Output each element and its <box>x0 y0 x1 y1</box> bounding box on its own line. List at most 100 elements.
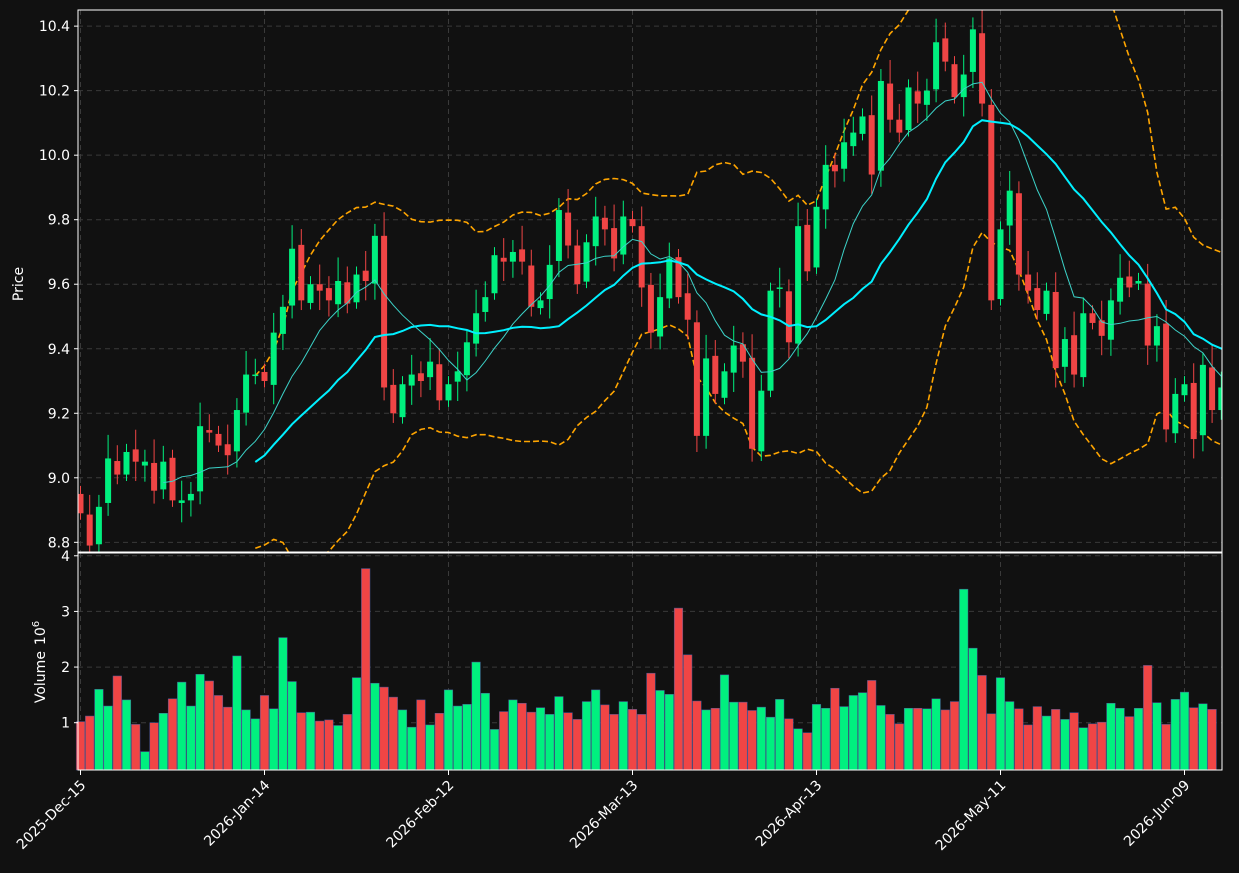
volume-bar <box>738 701 748 771</box>
candle-body <box>105 458 112 503</box>
volume-bar <box>1041 715 1052 771</box>
volume-bar <box>1133 707 1144 771</box>
volume-bar <box>867 680 877 771</box>
candle-body <box>555 210 562 261</box>
candle-body <box>684 293 691 320</box>
candle-body <box>565 212 572 246</box>
price-tick-label: 9.6 <box>48 277 70 293</box>
candle-body <box>243 374 250 413</box>
candle-body <box>160 461 167 490</box>
volume-bar <box>949 701 960 771</box>
candle-body <box>868 115 875 175</box>
candle-body <box>1181 384 1188 396</box>
price-panel-frame <box>77 9 1223 553</box>
volume-bar <box>876 705 886 771</box>
volume-bar <box>379 686 389 771</box>
volume-bar <box>922 708 932 771</box>
candle-body <box>933 42 940 90</box>
candle-body <box>1209 367 1216 411</box>
candle-body <box>813 206 820 268</box>
volume-bar <box>1087 723 1098 771</box>
volume-bar <box>692 700 702 771</box>
volume-bar <box>204 680 214 771</box>
volume-bar <box>719 674 730 771</box>
volume-bar <box>572 719 582 771</box>
candle-body <box>1135 281 1142 284</box>
volume-bar <box>149 722 159 771</box>
price-tick-label: 9.2 <box>48 406 70 422</box>
volume-bar <box>434 712 444 771</box>
volume-bar <box>85 715 95 771</box>
volume-bar <box>655 690 665 771</box>
candle-body <box>178 500 185 503</box>
volume-bar <box>857 692 868 771</box>
volume-tick-label: 4 <box>61 549 70 565</box>
volume-bar <box>158 712 168 771</box>
volume-bar <box>931 698 941 771</box>
price-tick-label: 9.8 <box>48 213 70 229</box>
candle-body <box>629 219 636 227</box>
volume-bar <box>296 712 306 771</box>
candle-body <box>693 322 700 436</box>
volume-bar <box>1014 708 1024 771</box>
candle-body <box>1061 339 1068 367</box>
candle-body <box>307 284 314 303</box>
volume-bar <box>121 699 132 771</box>
candle-body <box>95 506 102 545</box>
candle-body <box>1089 313 1096 323</box>
volume-bar <box>1051 709 1061 771</box>
candle-body <box>988 104 995 301</box>
volume-tick-label: 1 <box>61 716 70 732</box>
volume-bar <box>370 682 380 771</box>
candle-body <box>1025 274 1032 291</box>
volume-bar <box>581 701 592 771</box>
candle-body <box>767 290 774 391</box>
candle-body <box>279 306 286 334</box>
volume-bar <box>830 687 840 771</box>
volume-bar <box>167 698 178 771</box>
candle-body <box>473 313 480 344</box>
volume-bar <box>968 647 978 771</box>
candle-body <box>114 461 121 475</box>
ma-short-line <box>163 81 1222 484</box>
volume-bar <box>784 718 794 771</box>
candle-body <box>877 80 884 171</box>
candle-body <box>997 229 1004 300</box>
volume-bar <box>1069 712 1079 771</box>
volume-bar <box>885 714 895 771</box>
volume-bar <box>535 707 546 771</box>
volume-axis-label: Volume 106 <box>31 621 49 703</box>
candle-body <box>739 344 746 362</box>
volume-bar <box>94 689 104 771</box>
volume-tick-label: 2 <box>61 660 70 676</box>
volume-bar <box>278 637 288 771</box>
candle-body <box>1071 335 1078 375</box>
volume-bar <box>1124 716 1134 771</box>
candle-body <box>445 384 452 401</box>
candle-body <box>298 244 305 301</box>
volume-bar <box>443 689 454 771</box>
volume-bar <box>499 711 509 771</box>
candle-body <box>1172 393 1179 434</box>
volume-bar <box>802 732 812 771</box>
volume-bar <box>489 729 500 771</box>
volume-bar <box>1060 719 1070 771</box>
volume-bar <box>480 692 490 771</box>
volume-bar <box>1143 665 1153 771</box>
volume-tick-label: 3 <box>61 604 70 620</box>
volume-bar <box>940 709 950 771</box>
candle-body <box>758 390 765 452</box>
volume-bar <box>1189 707 1199 771</box>
candle-body <box>675 257 682 298</box>
candle-body <box>1144 283 1151 346</box>
candle-body <box>841 142 848 169</box>
volume-bar <box>462 704 472 771</box>
volume-bar <box>453 705 463 771</box>
candle-body <box>1080 313 1087 378</box>
candle-body <box>197 426 204 492</box>
candle-body <box>463 342 470 376</box>
candle-body <box>187 493 194 501</box>
candle-body <box>86 514 93 546</box>
volume-bar <box>112 675 122 771</box>
